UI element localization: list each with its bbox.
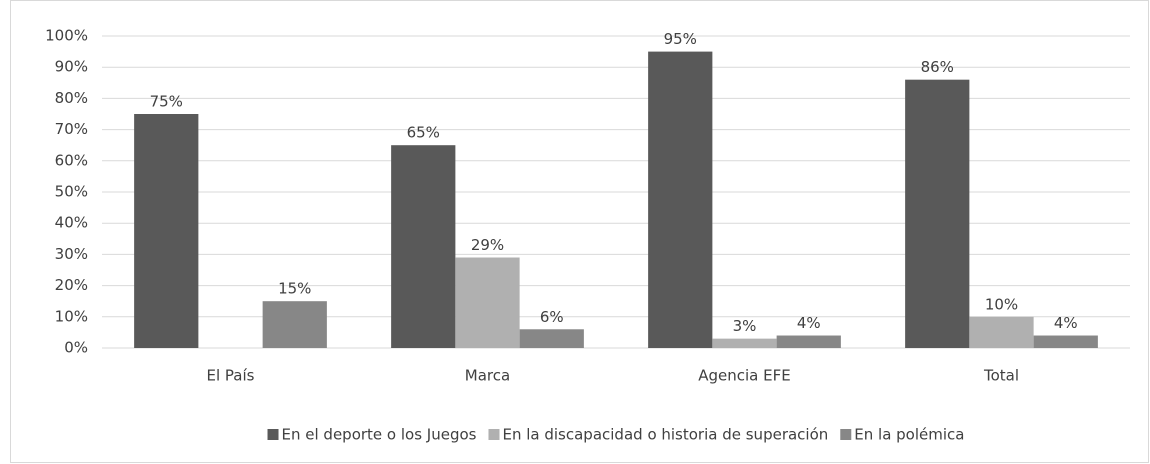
data-label: 86% bbox=[921, 58, 954, 76]
bar bbox=[519, 329, 584, 348]
bar bbox=[776, 335, 841, 348]
y-tick-label: 90% bbox=[55, 58, 88, 76]
y-tick-label: 10% bbox=[55, 307, 88, 325]
y-tick-label: 40% bbox=[55, 214, 88, 232]
data-label: 29% bbox=[471, 236, 504, 254]
y-tick-label: 60% bbox=[55, 151, 88, 169]
y-tick-label: 0% bbox=[64, 339, 88, 357]
y-tick-label: 50% bbox=[55, 183, 88, 201]
data-label: 75% bbox=[150, 93, 183, 111]
bar bbox=[455, 257, 520, 348]
legend-label: En la discapacidad o historia de superac… bbox=[502, 426, 828, 444]
y-tick-label: 30% bbox=[55, 245, 88, 263]
bar bbox=[134, 114, 199, 348]
bar bbox=[905, 79, 970, 349]
bar bbox=[262, 301, 327, 348]
legend-label: En el deporte o los Juegos bbox=[282, 426, 477, 444]
y-tick-label: 20% bbox=[55, 276, 88, 294]
x-tick-label: El País bbox=[207, 367, 255, 385]
data-label: 4% bbox=[1054, 314, 1078, 332]
data-label: 6% bbox=[540, 308, 564, 326]
data-label: 3% bbox=[733, 317, 757, 335]
bar bbox=[1033, 335, 1098, 348]
y-tick-label: 70% bbox=[55, 120, 88, 138]
data-label: 4% bbox=[797, 314, 821, 332]
x-tick-label: Total bbox=[983, 367, 1019, 385]
bar bbox=[648, 51, 713, 348]
data-label: 65% bbox=[407, 124, 440, 142]
bar bbox=[391, 145, 456, 348]
y-tick-label: 100% bbox=[45, 27, 88, 45]
y-tick-label: 80% bbox=[55, 89, 88, 107]
data-label: 15% bbox=[278, 280, 311, 298]
bar bbox=[969, 316, 1034, 348]
chart-frame bbox=[10, 0, 1149, 463]
legend-swatch bbox=[267, 429, 279, 440]
bar bbox=[712, 338, 777, 348]
legend-label: En la polémica bbox=[854, 426, 964, 444]
legend-swatch bbox=[488, 429, 500, 440]
x-tick-label: Marca bbox=[465, 367, 510, 385]
data-label: 10% bbox=[985, 295, 1018, 313]
data-label: 95% bbox=[664, 30, 697, 48]
legend-swatch bbox=[840, 429, 852, 440]
x-tick-label: Agencia EFE bbox=[698, 367, 790, 385]
